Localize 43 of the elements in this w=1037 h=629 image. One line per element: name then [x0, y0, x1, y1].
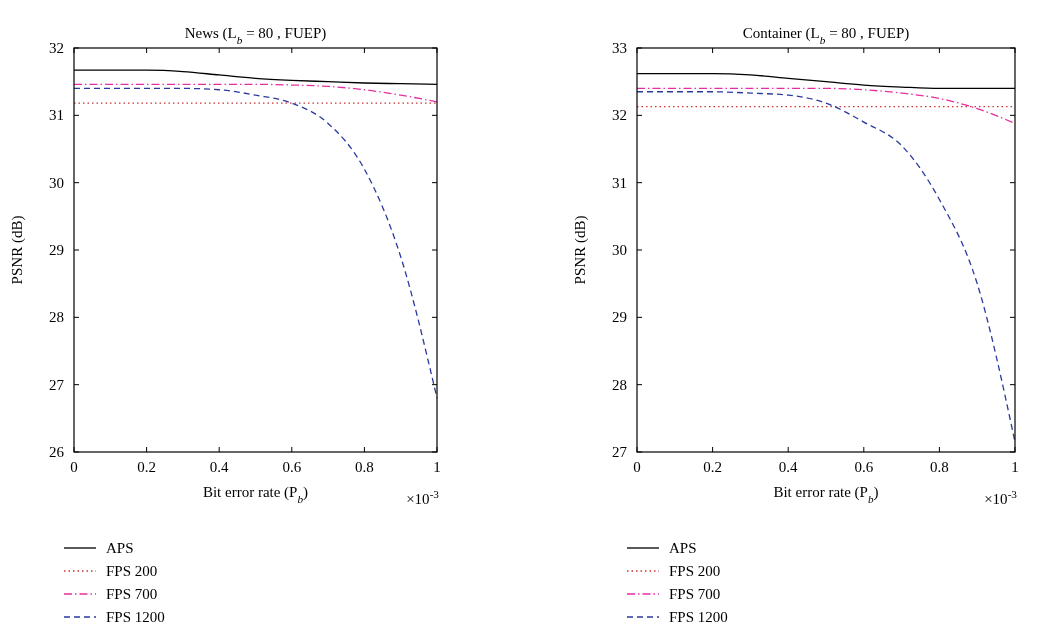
y-tick-label: 29 [49, 242, 64, 258]
y-tick-label: 30 [612, 242, 627, 258]
x-tick-label: 1 [1011, 459, 1019, 475]
line-series [73, 83, 438, 103]
y-tick-label: 27 [49, 376, 65, 393]
x-tick-label: 0 [70, 459, 78, 475]
x-tick-label: 0.8 [355, 459, 374, 475]
x-tick-label: 0.8 [930, 459, 949, 475]
x-axis-title: Bit error rate (P$_{b}$) [773, 484, 879, 505]
x-tick-label: 0.2 [137, 459, 156, 475]
x-tick-label: 0.6 [854, 459, 874, 475]
x-tick-label: 0.6 [282, 459, 302, 475]
text: ×10$^{-3}$ [406, 488, 440, 507]
x-axis-title: Bit error rate (P$_{b}$) [202, 484, 309, 505]
y-axis-title: PSNR (dB) [572, 215, 589, 285]
chart-title: Container (L$_{b}$ = 80 , FUEP) [742, 25, 910, 46]
y-tick-label: 27 [612, 444, 628, 460]
y-tick-label: 32 [612, 107, 627, 124]
legend-label: APS [106, 540, 134, 556]
x-tick-label: 0.4 [209, 459, 230, 475]
x-tick-label: 0 [633, 459, 641, 475]
chart-title: News (L$_{b}$ = 80 , FUEP) [184, 25, 327, 46]
text: ×10$^{-3}$ [984, 488, 1018, 507]
x-tick-label: 0.4 [778, 459, 799, 475]
legend-label: FPS 200 [669, 563, 721, 579]
legend-label: APS [669, 540, 697, 556]
y-tick-label: 31 [612, 174, 627, 191]
y-axis-title: PSNR (dB) [9, 215, 26, 285]
y-tick-label: 30 [49, 174, 64, 191]
y-tick-label: 29 [612, 309, 627, 326]
legend-label: FPS 1200 [106, 609, 165, 625]
y-tick-label: 33 [612, 40, 627, 56]
legend-label: FPS 1200 [669, 609, 728, 625]
legend-label: FPS 200 [106, 563, 158, 579]
y-tick-label: 32 [49, 40, 64, 56]
x-tick-label: 1 [433, 459, 441, 475]
legend-label: FPS 700 [106, 586, 158, 602]
x-tick-label: 0.2 [703, 459, 722, 475]
legend-label: FPS 700 [669, 586, 721, 602]
y-tick-label: 28 [612, 376, 627, 393]
y-tick-label: 31 [49, 107, 64, 124]
y-tick-label: 28 [49, 309, 64, 326]
y-tick-label: 26 [49, 444, 65, 460]
